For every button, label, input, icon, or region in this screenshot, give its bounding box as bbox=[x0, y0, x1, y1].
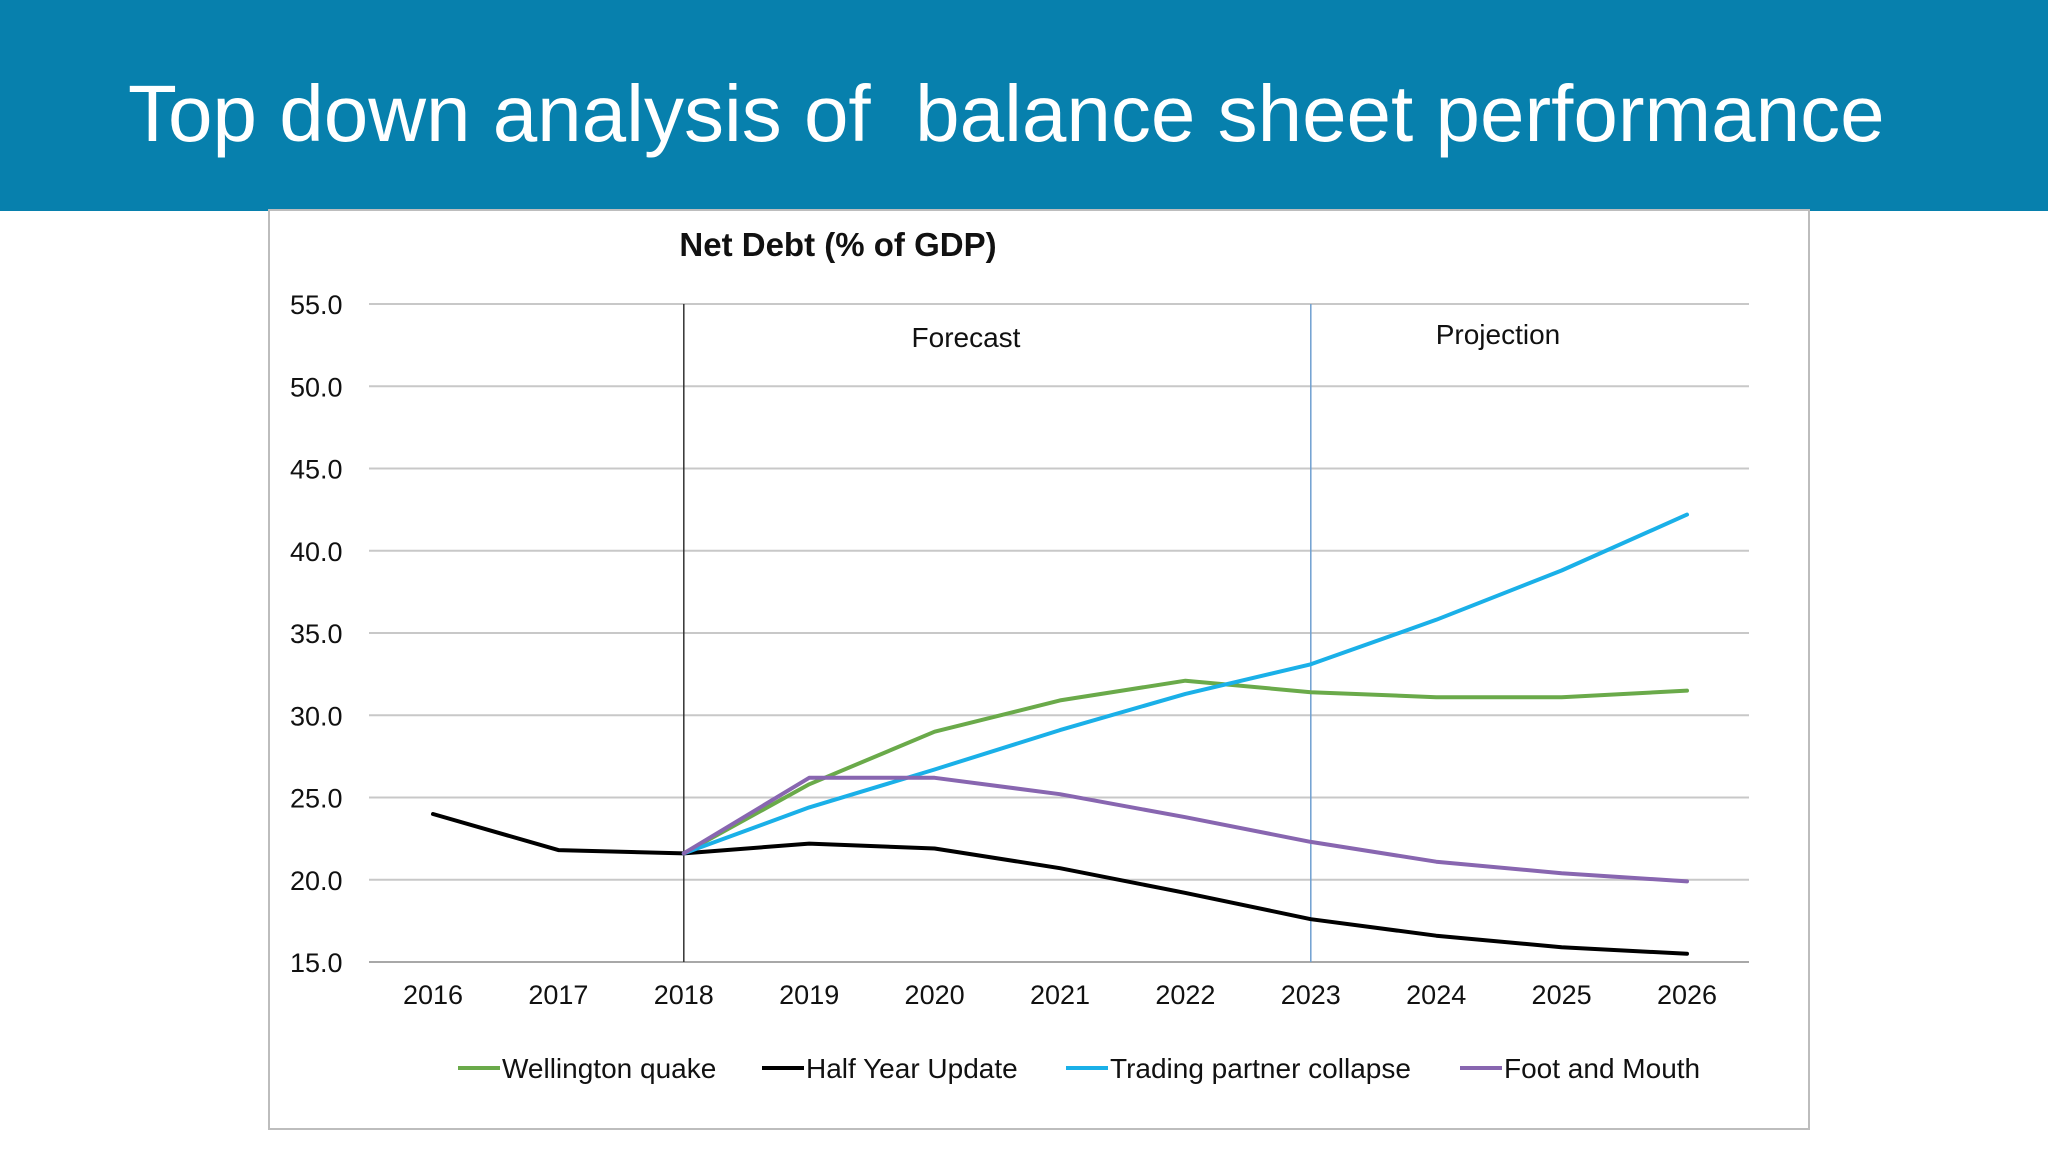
legend-label: Trading partner collapse bbox=[1110, 1053, 1411, 1084]
title-banner: Top down analysis of balance sheet perfo… bbox=[0, 0, 2048, 211]
x-tick-label: 2025 bbox=[1532, 980, 1592, 1010]
x-tick-label: 2020 bbox=[905, 980, 965, 1010]
series-line bbox=[681, 775, 1689, 884]
y-tick-label: 55.0 bbox=[290, 290, 343, 320]
x-tick-label: 2017 bbox=[528, 980, 588, 1010]
series-line bbox=[431, 812, 1689, 956]
region-labels: Forecast Projection bbox=[912, 319, 1561, 353]
x-tick-label: 2024 bbox=[1406, 980, 1466, 1010]
x-tick-label: 2026 bbox=[1657, 980, 1717, 1010]
y-tick-label: 40.0 bbox=[290, 537, 343, 567]
chart-title: Net Debt (% of GDP) bbox=[679, 226, 996, 263]
x-tick-label: 2016 bbox=[403, 980, 463, 1010]
legend: Wellington quake Half Year Update Trading … bbox=[458, 1053, 1700, 1084]
region-label: Forecast bbox=[912, 322, 1021, 353]
y-tick-label: 25.0 bbox=[290, 784, 343, 814]
x-tick-label: 2021 bbox=[1030, 980, 1090, 1010]
gridlines bbox=[369, 303, 1749, 963]
series-line bbox=[681, 512, 1689, 856]
y-tick-label: 20.0 bbox=[290, 866, 343, 896]
legend-label: Foot and Mouth bbox=[1504, 1053, 1700, 1084]
x-axis: 2016 2017 2018 2019 2020 2021 2022 2023 2024 2025… bbox=[403, 980, 1717, 1010]
series-lines bbox=[431, 512, 1689, 956]
y-tick-label: 45.0 bbox=[290, 455, 343, 485]
y-tick-label: 30.0 bbox=[290, 701, 343, 731]
net-debt-chart: Net Debt (% of GDP) 15.0 20.0 25.0 30.0 35.0… bbox=[290, 226, 1749, 1084]
region-label: Projection bbox=[1436, 319, 1561, 350]
x-tick-label: 2018 bbox=[654, 980, 714, 1010]
chart-frame: Net Debt (% of GDP) 15.0 20.0 25.0 30.0 35.0… bbox=[268, 209, 1810, 1130]
slide-title: Top down analysis of balance sheet perfo… bbox=[128, 69, 1885, 158]
y-tick-label: 15.0 bbox=[290, 948, 343, 978]
x-tick-label: 2019 bbox=[779, 980, 839, 1010]
y-tick-label: 35.0 bbox=[290, 619, 343, 649]
x-tick-label: 2022 bbox=[1155, 980, 1215, 1010]
series-line bbox=[681, 678, 1689, 856]
legend-label: Half Year Update bbox=[806, 1053, 1018, 1084]
y-axis: 15.0 20.0 25.0 30.0 35.0 40.0 45.0 50.0 55.0 bbox=[290, 290, 343, 978]
x-tick-label: 2023 bbox=[1281, 980, 1341, 1010]
legend-label: Wellington quake bbox=[502, 1053, 716, 1084]
y-tick-label: 50.0 bbox=[290, 372, 343, 402]
